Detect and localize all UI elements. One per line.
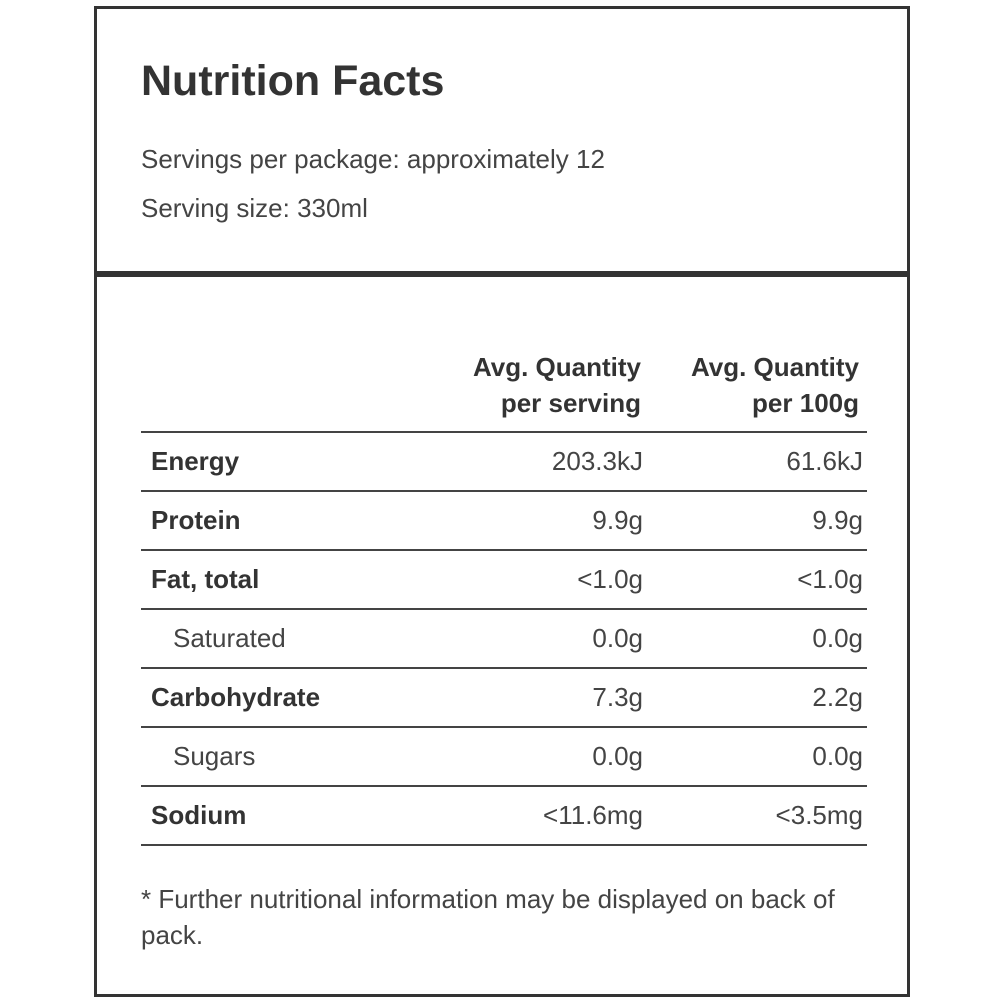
value-per-serving: <11.6mg — [543, 800, 643, 830]
column-header-line: Avg. Quantity — [690, 352, 859, 382]
table-header: Avg. Quantity per serving Avg. Quantity … — [141, 339, 867, 433]
table-row-sugars: Sugars 0.0g 0.0g — [141, 728, 867, 787]
column-header-per-100g: Avg. Quantity per 100g — [691, 349, 859, 421]
value-per-serving: <1.0g — [577, 564, 643, 594]
table-row-fat-total: Fat, total <1.0g <1.0g — [141, 551, 867, 610]
value-per-serving: 9.9g — [592, 505, 643, 535]
column-header-line: Avg. Quantity — [472, 352, 641, 382]
nutrition-panel: Nutrition Facts Servings per package: ap… — [94, 6, 910, 997]
nutrient-name: Carbohydrate — [151, 682, 321, 712]
nutrient-name: Sugars — [173, 741, 256, 771]
panel-header: Nutrition Facts Servings per package: ap… — [97, 9, 907, 271]
value-per-100g: 0.0g — [812, 623, 863, 653]
servings-per-package: Servings per package: approximately 12 — [141, 144, 605, 174]
nutrient-name: Fat, total — [151, 564, 260, 594]
header-divider — [97, 271, 907, 277]
value-per-100g: 9.9g — [812, 505, 863, 535]
value-per-serving: 203.3kJ — [551, 446, 643, 476]
table-row-saturated: Saturated 0.0g 0.0g — [141, 610, 867, 669]
page-title: Nutrition Facts — [141, 57, 445, 105]
column-header-line: per serving — [500, 388, 641, 418]
value-per-100g: <3.5mg — [775, 800, 863, 830]
nutrient-name: Energy — [151, 446, 240, 476]
footnote: * Further nutritional information may be… — [141, 884, 835, 950]
column-header-per-serving: Avg. Quantity per serving — [473, 349, 641, 421]
value-per-serving: 0.0g — [592, 741, 643, 771]
table-row-energy: Energy 203.3kJ 61.6kJ — [141, 433, 867, 492]
column-header-line: per 100g — [752, 388, 859, 418]
nutrient-name: Sodium — [151, 800, 247, 830]
value-per-serving: 0.0g — [592, 623, 643, 653]
value-per-100g: <1.0g — [797, 564, 863, 594]
nutrient-name: Protein — [151, 505, 241, 535]
table-row-carbohydrate: Carbohydrate 7.3g 2.2g — [141, 669, 867, 728]
value-per-100g: 2.2g — [812, 682, 863, 712]
value-per-100g: 0.0g — [812, 741, 863, 771]
value-per-100g: 61.6kJ — [786, 446, 863, 476]
table-row-sodium: Sodium <11.6mg <3.5mg — [141, 787, 867, 846]
nutrition-table: Avg. Quantity per serving Avg. Quantity … — [141, 339, 867, 846]
table-row-protein: Protein 9.9g 9.9g — [141, 492, 867, 551]
nutrient-name: Saturated — [173, 623, 286, 653]
value-per-serving: 7.3g — [592, 682, 643, 712]
serving-size: Serving size: 330ml — [141, 193, 368, 223]
